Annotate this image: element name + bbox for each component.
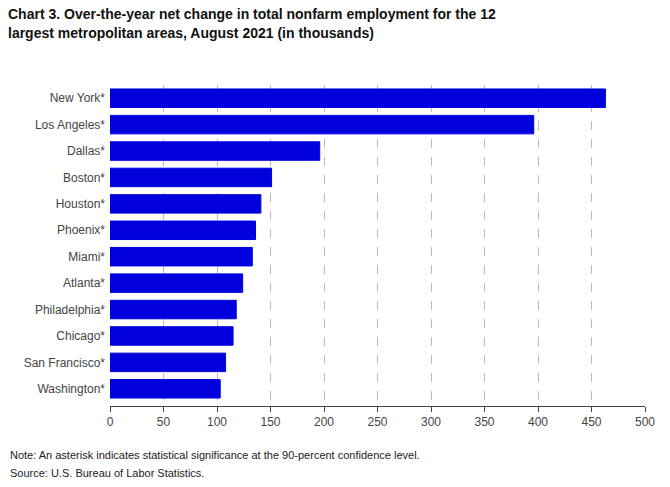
svg-text:New York*: New York* — [50, 91, 106, 105]
svg-text:San Francisco*: San Francisco* — [24, 356, 106, 370]
svg-text:50: 50 — [157, 415, 171, 429]
svg-text:Chicago*: Chicago* — [56, 329, 105, 343]
svg-text:Philadelphia*: Philadelphia* — [35, 303, 105, 317]
svg-text:Boston*: Boston* — [63, 171, 105, 185]
svg-text:Source: U.S. Bureau of Labor S: Source: U.S. Bureau of Labor Statistics. — [10, 467, 204, 479]
svg-text:Washington*: Washington* — [37, 382, 105, 396]
svg-text:100: 100 — [207, 415, 227, 429]
svg-text:Phoenix*: Phoenix* — [57, 223, 105, 237]
svg-text:Miami*: Miami* — [68, 250, 105, 264]
svg-text:0: 0 — [107, 415, 114, 429]
svg-text:350: 350 — [474, 415, 494, 429]
svg-text:Note: An asterisk indicates st: Note: An asterisk indicates statistical … — [10, 449, 420, 461]
svg-text:500: 500 — [635, 415, 655, 429]
svg-text:Houston*: Houston* — [56, 197, 106, 211]
svg-text:Chart 3. Over-the-year net cha: Chart 3. Over-the-year net change in tot… — [8, 6, 496, 40]
svg-text:450: 450 — [581, 415, 601, 429]
svg-text:150: 150 — [260, 415, 280, 429]
svg-text:Atlanta*: Atlanta* — [63, 276, 105, 290]
svg-text:Los Angeles*: Los Angeles* — [35, 118, 105, 132]
svg-text:300: 300 — [421, 415, 441, 429]
svg-text:Dallas*: Dallas* — [67, 144, 105, 158]
svg-text:250: 250 — [367, 415, 387, 429]
svg-text:400: 400 — [528, 415, 548, 429]
svg-text:200: 200 — [314, 415, 334, 429]
